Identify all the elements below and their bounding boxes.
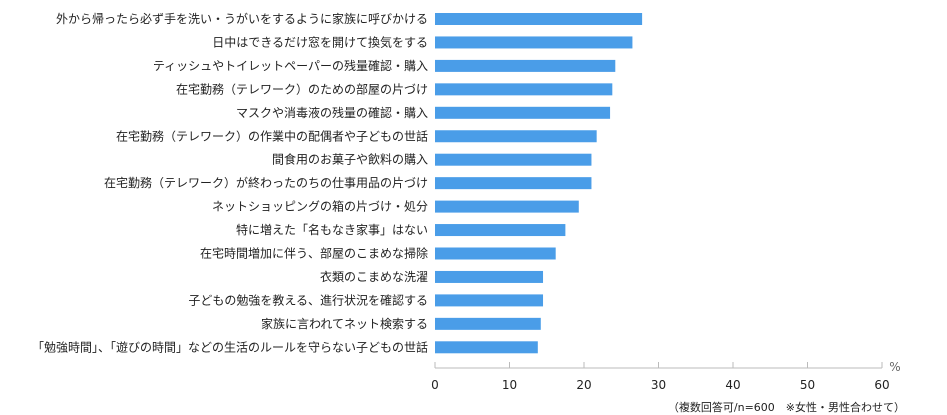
bar	[435, 270, 544, 283]
category-label: 在宅時間増加に伴う、部屋のこまめな掃除	[200, 246, 428, 261]
category-label: 衣類のこまめな洗濯	[320, 269, 428, 284]
x-tick-label: 20	[576, 378, 591, 392]
bar	[435, 317, 541, 330]
bar	[435, 341, 538, 354]
x-tick-label: 30	[651, 378, 666, 392]
bar	[435, 247, 556, 260]
category-label: 在宅勤務（テレワーク）が終わったのちの仕事用品の片づけ	[104, 175, 428, 190]
bar	[435, 294, 544, 307]
category-label: マスクや消毒液の残量の確認・購入	[236, 105, 428, 120]
category-label: 在宅勤務（テレワーク）の作業中の配偶者や子どもの世話	[116, 128, 428, 143]
bar	[435, 13, 643, 25]
bar	[435, 83, 613, 96]
category-label: 特に増えた「名もなき家事」はない	[236, 222, 428, 237]
bar	[435, 177, 592, 190]
category-labels: 外から帰ったら必ず手を洗い・うがいをするように家族に呼びかける日中はできるだけ窓…	[32, 11, 428, 354]
category-label: 在宅勤務（テレワーク）のための部屋の片づけ	[176, 81, 428, 96]
bar	[435, 59, 616, 72]
category-label: 家族に言われてネット検索する	[261, 316, 428, 331]
x-axis-unit: %	[889, 360, 900, 374]
category-label: 子どもの勉強を教える、進行状況を確認する	[188, 292, 428, 307]
bar	[435, 200, 579, 213]
bars	[435, 13, 643, 354]
category-label: 間食用のお菓子や飲料の購入	[272, 152, 428, 167]
category-label: ティッシュやトイレットペーパーの残量確認・購入	[153, 58, 428, 73]
chart-note: （複数回答可/n=600 ※女性・男性合わせて）	[668, 400, 905, 414]
x-tick-label: 10	[502, 378, 517, 392]
bar	[435, 130, 597, 143]
category-label: ネットショッピングの箱の片づけ・処分	[212, 199, 428, 214]
x-axis-ticks: 0 10 20 30 40 50 60	[431, 362, 890, 392]
category-label: 外から帰ったら必ず手を洗い・うがいをするように家族に呼びかける	[56, 11, 428, 26]
bar	[435, 153, 592, 166]
bar	[435, 106, 611, 119]
category-label: 日中はできるだけ窓を開けて換気をする	[212, 34, 428, 49]
category-label: 「勉強時間」、「遊びの時間」などの生活のルールを守らない子どもの世話	[32, 339, 428, 354]
x-tick-label: 40	[725, 378, 740, 392]
bar	[435, 224, 566, 237]
x-tick-label: 60	[874, 378, 889, 392]
x-tick-label: 50	[800, 378, 815, 392]
x-tick-label: 0	[431, 378, 439, 392]
bar	[435, 36, 633, 49]
